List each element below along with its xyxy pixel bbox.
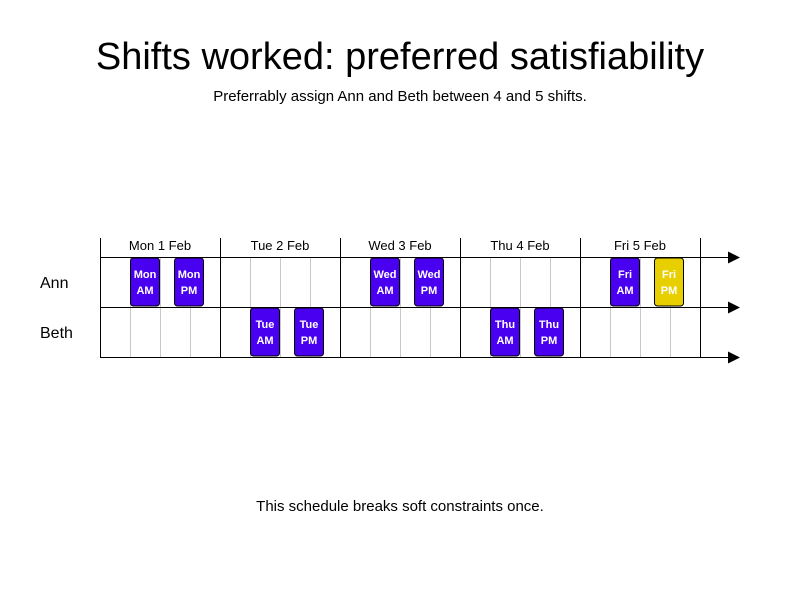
day-header-label: Tue 2 Feb [251,238,310,253]
shift-day-label: Fri [662,269,676,281]
shift-block [654,257,684,307]
shift-block [294,307,324,357]
shift-slot-label: AM [256,335,273,347]
shift-slot-label: PM [661,285,678,297]
shift-slot-label: AM [616,285,633,297]
shift-block [370,257,400,307]
shift-block [490,307,520,357]
shift-slot-label: PM [541,335,558,347]
shift-slot-label: PM [181,285,198,297]
schedule-summary: This schedule breaks soft constraints on… [256,498,544,515]
arrow-head-icon [728,251,740,264]
shift-block [250,307,280,357]
day-header-label: Wed 3 Feb [368,238,431,253]
shift-day-label: Fri [618,269,632,281]
shift-block [534,307,564,357]
day-header-label: Thu 4 Feb [490,238,549,253]
shift-block [610,257,640,307]
shift-slot-label: AM [376,285,393,297]
page-title: Shifts worked: preferred satisfiability [95,36,705,78]
day-header-label: Mon 1 Feb [129,238,191,253]
day-header-label: Fri 5 Feb [614,238,666,253]
row-label-beth: Beth [40,325,73,342]
arrow-head-icon [728,351,740,364]
shift-slot-label: PM [421,285,438,297]
shift-day-label: Thu [495,319,515,331]
page-subtitle: Preferrably assign Ann and Beth between … [213,88,587,105]
row-label-ann: Ann [40,275,69,292]
shift-day-label: Tue [300,319,319,331]
shift-day-label: Thu [539,319,559,331]
shift-day-label: Mon [178,269,201,281]
shift-day-label: Wed [417,269,440,281]
shift-block [414,257,444,307]
shift-day-label: Wed [373,269,396,281]
shift-slot-label: PM [301,335,318,347]
shift-slot-label: AM [136,285,153,297]
shift-block [130,257,160,307]
shift-slot-label: AM [496,335,513,347]
arrow-head-icon [728,301,740,314]
shift-block [174,257,204,307]
shift-day-label: Mon [134,269,157,281]
shift-day-label: Tue [256,319,275,331]
